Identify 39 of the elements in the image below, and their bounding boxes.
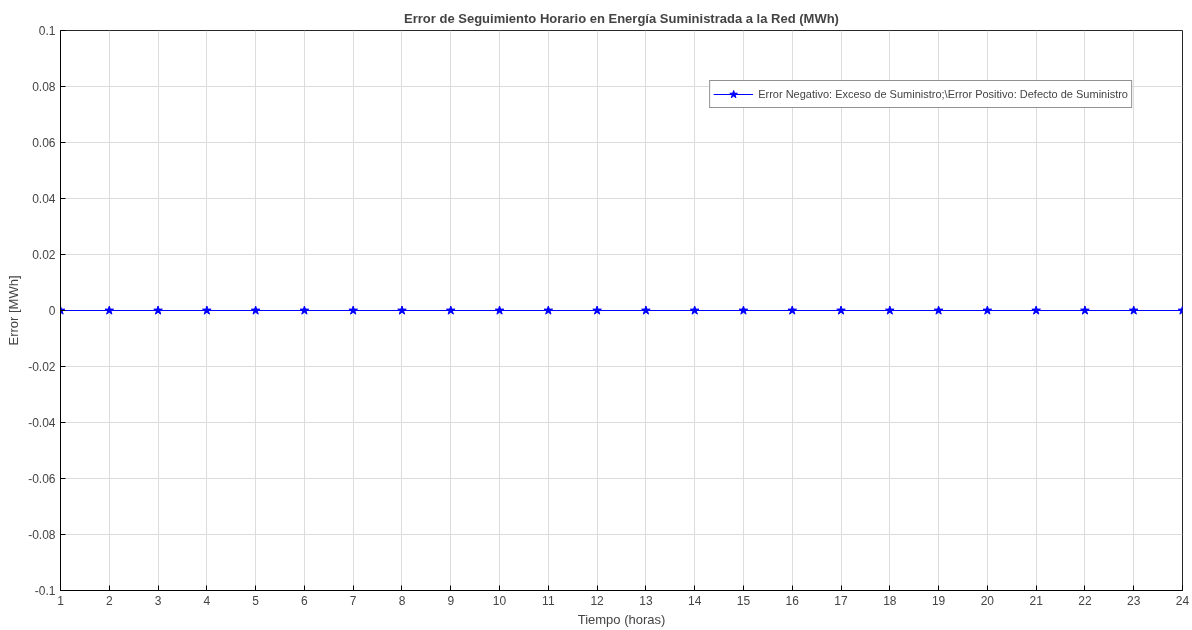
- x-tick-label: 19: [931, 593, 946, 608]
- x-tick-label: 14: [688, 593, 702, 608]
- y-tick-label: 0.08: [32, 80, 56, 94]
- x-tick-label: 1: [57, 593, 65, 608]
- y-tick-label: -0.08: [28, 528, 56, 542]
- x-tick-label: 4: [203, 593, 211, 608]
- x-tick-label: 8: [398, 593, 406, 608]
- chart-title: Error de Seguimiento Horario en Energía Suministrada a la Red (MWh): [404, 10, 839, 26]
- x-tick-label: 2: [105, 593, 113, 608]
- x-tick-label: 5: [252, 593, 260, 608]
- y-tick-label: 0.06: [32, 136, 56, 150]
- x-tick-label: 15: [736, 593, 751, 608]
- x-axis-title: Tiempo (horas): [577, 611, 666, 627]
- x-tick-label: 17: [834, 593, 849, 608]
- y-axis-title: Error [MWh]: [6, 275, 22, 346]
- x-tick-label: 24: [1175, 593, 1190, 608]
- y-tick-label: 0.04: [32, 192, 56, 206]
- x-tick-label: 21: [1029, 593, 1044, 608]
- x-tick-label: 22: [1078, 593, 1092, 608]
- x-tick-label: 10: [492, 593, 507, 608]
- x-tick-label: 12: [590, 593, 605, 608]
- x-tick-label: 18: [883, 593, 897, 608]
- x-tick-label: 23: [1127, 593, 1141, 608]
- y-tick-label: 0.1: [38, 24, 56, 38]
- y-tick-label: 0: [48, 304, 56, 318]
- x-tick-label: 3: [154, 593, 162, 608]
- x-tick-label: 9: [447, 593, 455, 608]
- x-tick-label: 20: [980, 593, 995, 608]
- y-tick-label: -0.06: [28, 472, 56, 486]
- x-tick-label: 13: [639, 593, 653, 608]
- x-tick-label: 11: [542, 593, 555, 608]
- x-tick-label: 7: [349, 593, 357, 608]
- legend-label: Error Negativo: Exceso de Suministro;\Error Positivo: Defecto de Suministro: [758, 88, 1128, 100]
- x-tick-label: 16: [785, 593, 800, 608]
- y-tick-label: 0.02: [32, 248, 56, 262]
- y-tick-label: -0.02: [28, 360, 56, 374]
- x-tick-label: 6: [301, 593, 309, 608]
- y-tick-label: -0.04: [28, 416, 56, 430]
- y-tick-label: -0.1: [34, 584, 56, 598]
